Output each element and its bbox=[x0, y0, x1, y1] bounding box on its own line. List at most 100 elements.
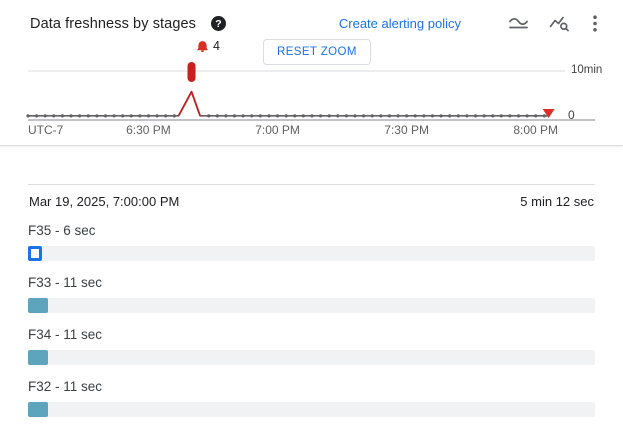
data-point[interactable] bbox=[129, 114, 133, 118]
data-point[interactable] bbox=[164, 114, 168, 118]
data-point[interactable] bbox=[499, 114, 503, 118]
data-point[interactable] bbox=[224, 114, 228, 118]
data-point[interactable] bbox=[473, 114, 478, 118]
data-point[interactable] bbox=[405, 114, 409, 118]
more-options-icon[interactable] bbox=[593, 15, 597, 32]
data-point[interactable] bbox=[60, 114, 65, 118]
stage-bar-track bbox=[28, 402, 595, 417]
data-point[interactable] bbox=[327, 114, 331, 118]
alert-marker[interactable] bbox=[187, 62, 196, 82]
data-point[interactable] bbox=[241, 114, 245, 118]
chart-card: Data freshness by stages ? Create alerti… bbox=[0, 0, 623, 146]
data-point[interactable] bbox=[155, 114, 159, 118]
stage-row: F34 - 11 sec bbox=[28, 327, 595, 365]
data-point[interactable] bbox=[336, 114, 340, 118]
data-point[interactable] bbox=[215, 114, 219, 118]
help-glyph: ? bbox=[215, 17, 222, 30]
data-point[interactable] bbox=[267, 114, 271, 118]
data-point[interactable] bbox=[35, 114, 39, 118]
data-point[interactable] bbox=[413, 114, 417, 118]
stage-row: F35 - 6 sec bbox=[28, 223, 595, 261]
end-marker-triangle[interactable] bbox=[542, 109, 555, 118]
metrics-explorer-icon[interactable] bbox=[549, 15, 569, 32]
data-point[interactable] bbox=[422, 114, 426, 118]
chart-title: Data freshness by stages bbox=[30, 15, 197, 32]
data-point[interactable] bbox=[146, 114, 151, 118]
stage-bar-track bbox=[28, 246, 595, 261]
stage-bar-track bbox=[28, 350, 595, 365]
stage-bar[interactable] bbox=[28, 298, 48, 313]
end-value-label: 0 bbox=[568, 108, 575, 122]
data-point[interactable] bbox=[508, 114, 512, 118]
detail-timestamp: Mar 19, 2025, 7:00:00 PM bbox=[29, 194, 180, 209]
data-point[interactable] bbox=[525, 114, 529, 118]
data-point[interactable] bbox=[43, 114, 47, 118]
timeseries-plot[interactable] bbox=[26, 40, 595, 125]
chart-style-icon[interactable] bbox=[508, 16, 528, 32]
create-alerting-policy-link[interactable]: Create alerting policy bbox=[338, 16, 461, 31]
alert-bell-icon bbox=[197, 41, 208, 53]
x-tick-label: 8:00 PM bbox=[513, 123, 559, 137]
data-point[interactable] bbox=[138, 114, 142, 118]
data-point[interactable] bbox=[172, 114, 176, 118]
x-tick-label: 7:00 PM bbox=[255, 123, 300, 137]
data-point[interactable] bbox=[534, 114, 538, 118]
data-point[interactable] bbox=[52, 114, 56, 118]
data-point[interactable] bbox=[293, 114, 297, 118]
data-point[interactable] bbox=[26, 114, 30, 118]
data-point[interactable] bbox=[370, 114, 374, 118]
chart-card-header: Data freshness by stages ? Create alerti… bbox=[0, 0, 623, 36]
detail-duration: 5 min 12 sec bbox=[520, 194, 594, 209]
stage-label: F33 - 11 sec bbox=[28, 275, 103, 290]
data-point[interactable] bbox=[344, 114, 349, 118]
help-icon[interactable]: ? bbox=[211, 16, 227, 31]
data-point[interactable] bbox=[112, 114, 116, 118]
data-point[interactable] bbox=[491, 114, 495, 118]
data-point[interactable] bbox=[121, 114, 125, 118]
alert-count: 4 bbox=[213, 39, 220, 53]
data-point[interactable] bbox=[250, 114, 254, 118]
data-point[interactable] bbox=[439, 114, 443, 118]
x-tick-label: 7:30 PM bbox=[384, 123, 429, 137]
x-tick-label: 6:30 PM bbox=[126, 123, 171, 137]
data-point[interactable] bbox=[310, 114, 314, 118]
stage-label: F32 - 11 sec bbox=[28, 379, 103, 394]
data-line[interactable] bbox=[28, 90, 549, 117]
alert-badge[interactable]: 4 bbox=[196, 39, 220, 53]
data-point[interactable] bbox=[318, 114, 323, 118]
data-point[interactable] bbox=[396, 114, 400, 118]
data-point[interactable] bbox=[86, 114, 90, 118]
data-point[interactable] bbox=[301, 114, 305, 118]
data-point[interactable] bbox=[275, 114, 280, 118]
data-point[interactable] bbox=[232, 114, 237, 118]
detail-card: Mar 19, 2025, 7:00:00 PM 5 min 12 sec F3… bbox=[28, 184, 595, 417]
data-point[interactable] bbox=[258, 114, 262, 118]
timezone-label: UTC-7 bbox=[28, 123, 64, 137]
spike-line[interactable] bbox=[177, 90, 201, 117]
data-point[interactable] bbox=[207, 114, 211, 118]
data-point[interactable] bbox=[78, 114, 82, 118]
stage-bar[interactable] bbox=[28, 350, 48, 365]
data-point[interactable] bbox=[95, 114, 99, 118]
data-point[interactable] bbox=[516, 114, 521, 118]
stage-label: F34 - 11 sec bbox=[28, 327, 103, 342]
data-point[interactable] bbox=[379, 114, 383, 118]
data-point[interactable] bbox=[448, 114, 452, 118]
stage-bar[interactable] bbox=[28, 402, 48, 417]
data-point[interactable] bbox=[482, 114, 486, 118]
data-point[interactable] bbox=[353, 114, 357, 118]
chart-area: 4 RESET ZOOM 10min 0 UTC-7 6:30 PM 7:00 PM… bbox=[0, 36, 623, 146]
data-point[interactable] bbox=[69, 114, 73, 118]
data-point[interactable] bbox=[430, 114, 435, 118]
stage-bar-selected[interactable] bbox=[28, 246, 42, 261]
stage-row: F33 - 11 sec bbox=[28, 275, 595, 313]
data-point[interactable] bbox=[103, 114, 108, 118]
data-point[interactable] bbox=[362, 114, 366, 118]
stage-list: F35 - 6 sec F33 - 11 sec F34 - 11 sec F32 -… bbox=[28, 223, 595, 417]
data-point[interactable] bbox=[284, 114, 288, 118]
reset-zoom-button[interactable]: RESET ZOOM bbox=[263, 39, 371, 65]
data-point[interactable] bbox=[465, 114, 469, 118]
data-point[interactable] bbox=[542, 114, 546, 118]
data-point[interactable] bbox=[456, 114, 460, 118]
data-point[interactable] bbox=[387, 114, 392, 118]
